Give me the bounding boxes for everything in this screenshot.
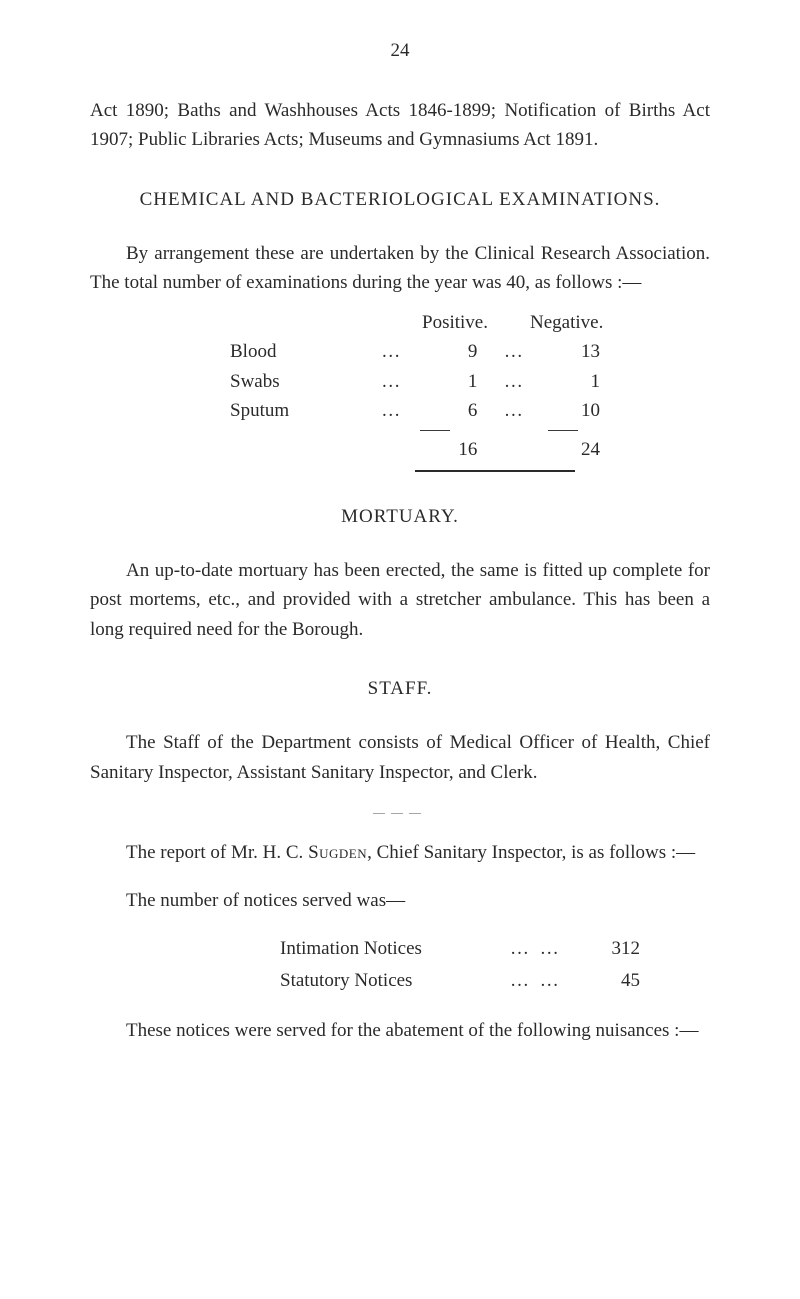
total-positive: 16 [411, 435, 496, 464]
subtotal-rule-row [190, 426, 610, 435]
paragraph-staff: The Staff of the Department consists of … [90, 728, 710, 787]
paragraph-mortuary: An up-to-date mortuary has been erected,… [90, 556, 710, 644]
table-row: Blood … 9 … 13 [190, 337, 610, 366]
dots: … [495, 396, 533, 425]
dots: … … [510, 933, 570, 965]
separator-dash-icon: ——— [90, 805, 710, 820]
paragraph-report-intro: The report of Mr. H. C. Sugden, Chief Sa… [90, 838, 710, 867]
report-name: Sugden [308, 842, 367, 863]
row-label-sputum: Sputum [190, 396, 373, 425]
row-label-blood: Blood [190, 337, 373, 366]
totals-row: 16 24 [190, 435, 610, 464]
total-negative: 24 [533, 435, 610, 464]
report-text-a: The report of Mr. H. C. [126, 842, 308, 863]
notice-label-intimation: Intimation Notices [280, 933, 510, 965]
rule-icon [420, 430, 450, 431]
table-header-row: Positive. Negative. [190, 308, 610, 337]
dots: … [373, 396, 411, 425]
table-row: Swabs … 1 … 1 [190, 367, 610, 396]
paragraph-acts: Act 1890; Baths and Washhouses Acts 1846… [90, 96, 710, 155]
dots: … [495, 337, 533, 366]
row-label-swabs: Swabs [190, 367, 373, 396]
page-number: 24 [90, 40, 710, 62]
dots: … [495, 367, 533, 396]
section-title-mortuary: MORTUARY. [90, 506, 710, 528]
rule-icon [548, 430, 578, 431]
table-row: Sputum … 6 … 10 [190, 396, 610, 425]
notices-list: Intimation Notices … … 312 Statutory Not… [90, 933, 710, 998]
col-header-positive: Positive. [420, 308, 490, 337]
totals-underline-icon [415, 470, 575, 472]
dots: … [373, 337, 411, 366]
list-item: Statutory Notices … … 45 [90, 965, 710, 997]
cell-positive: 6 [411, 396, 496, 425]
cell-negative: 10 [533, 396, 610, 425]
cell-positive: 1 [411, 367, 496, 396]
cell-positive: 9 [411, 337, 496, 366]
dots: … [373, 367, 411, 396]
section-title-staff: STAFF. [90, 678, 710, 700]
notice-label-statutory: Statutory Notices [280, 965, 510, 997]
notice-value: 45 [570, 965, 640, 997]
paragraph-chemical-intro: By arrangement these are undertaken by t… [90, 239, 710, 298]
cell-negative: 13 [533, 337, 610, 366]
paragraph-notices-intro: The number of notices served was— [90, 886, 710, 915]
cell-negative: 1 [533, 367, 610, 396]
paragraph-nuisances: These notices were served for the abatem… [90, 1016, 710, 1045]
notice-value: 312 [570, 933, 640, 965]
list-item: Intimation Notices … … 312 [90, 933, 710, 965]
report-text-b: , Chief Sanitary Inspector, is as follow… [367, 842, 695, 863]
examinations-table: Positive. Negative. Blood … 9 … 13 Swabs… [190, 308, 610, 472]
col-header-negative: Negative. [530, 308, 600, 337]
dots: … … [510, 965, 570, 997]
section-title-chemical: CHEMICAL AND BACTERIOLOGICAL EXAMINATION… [90, 189, 710, 211]
